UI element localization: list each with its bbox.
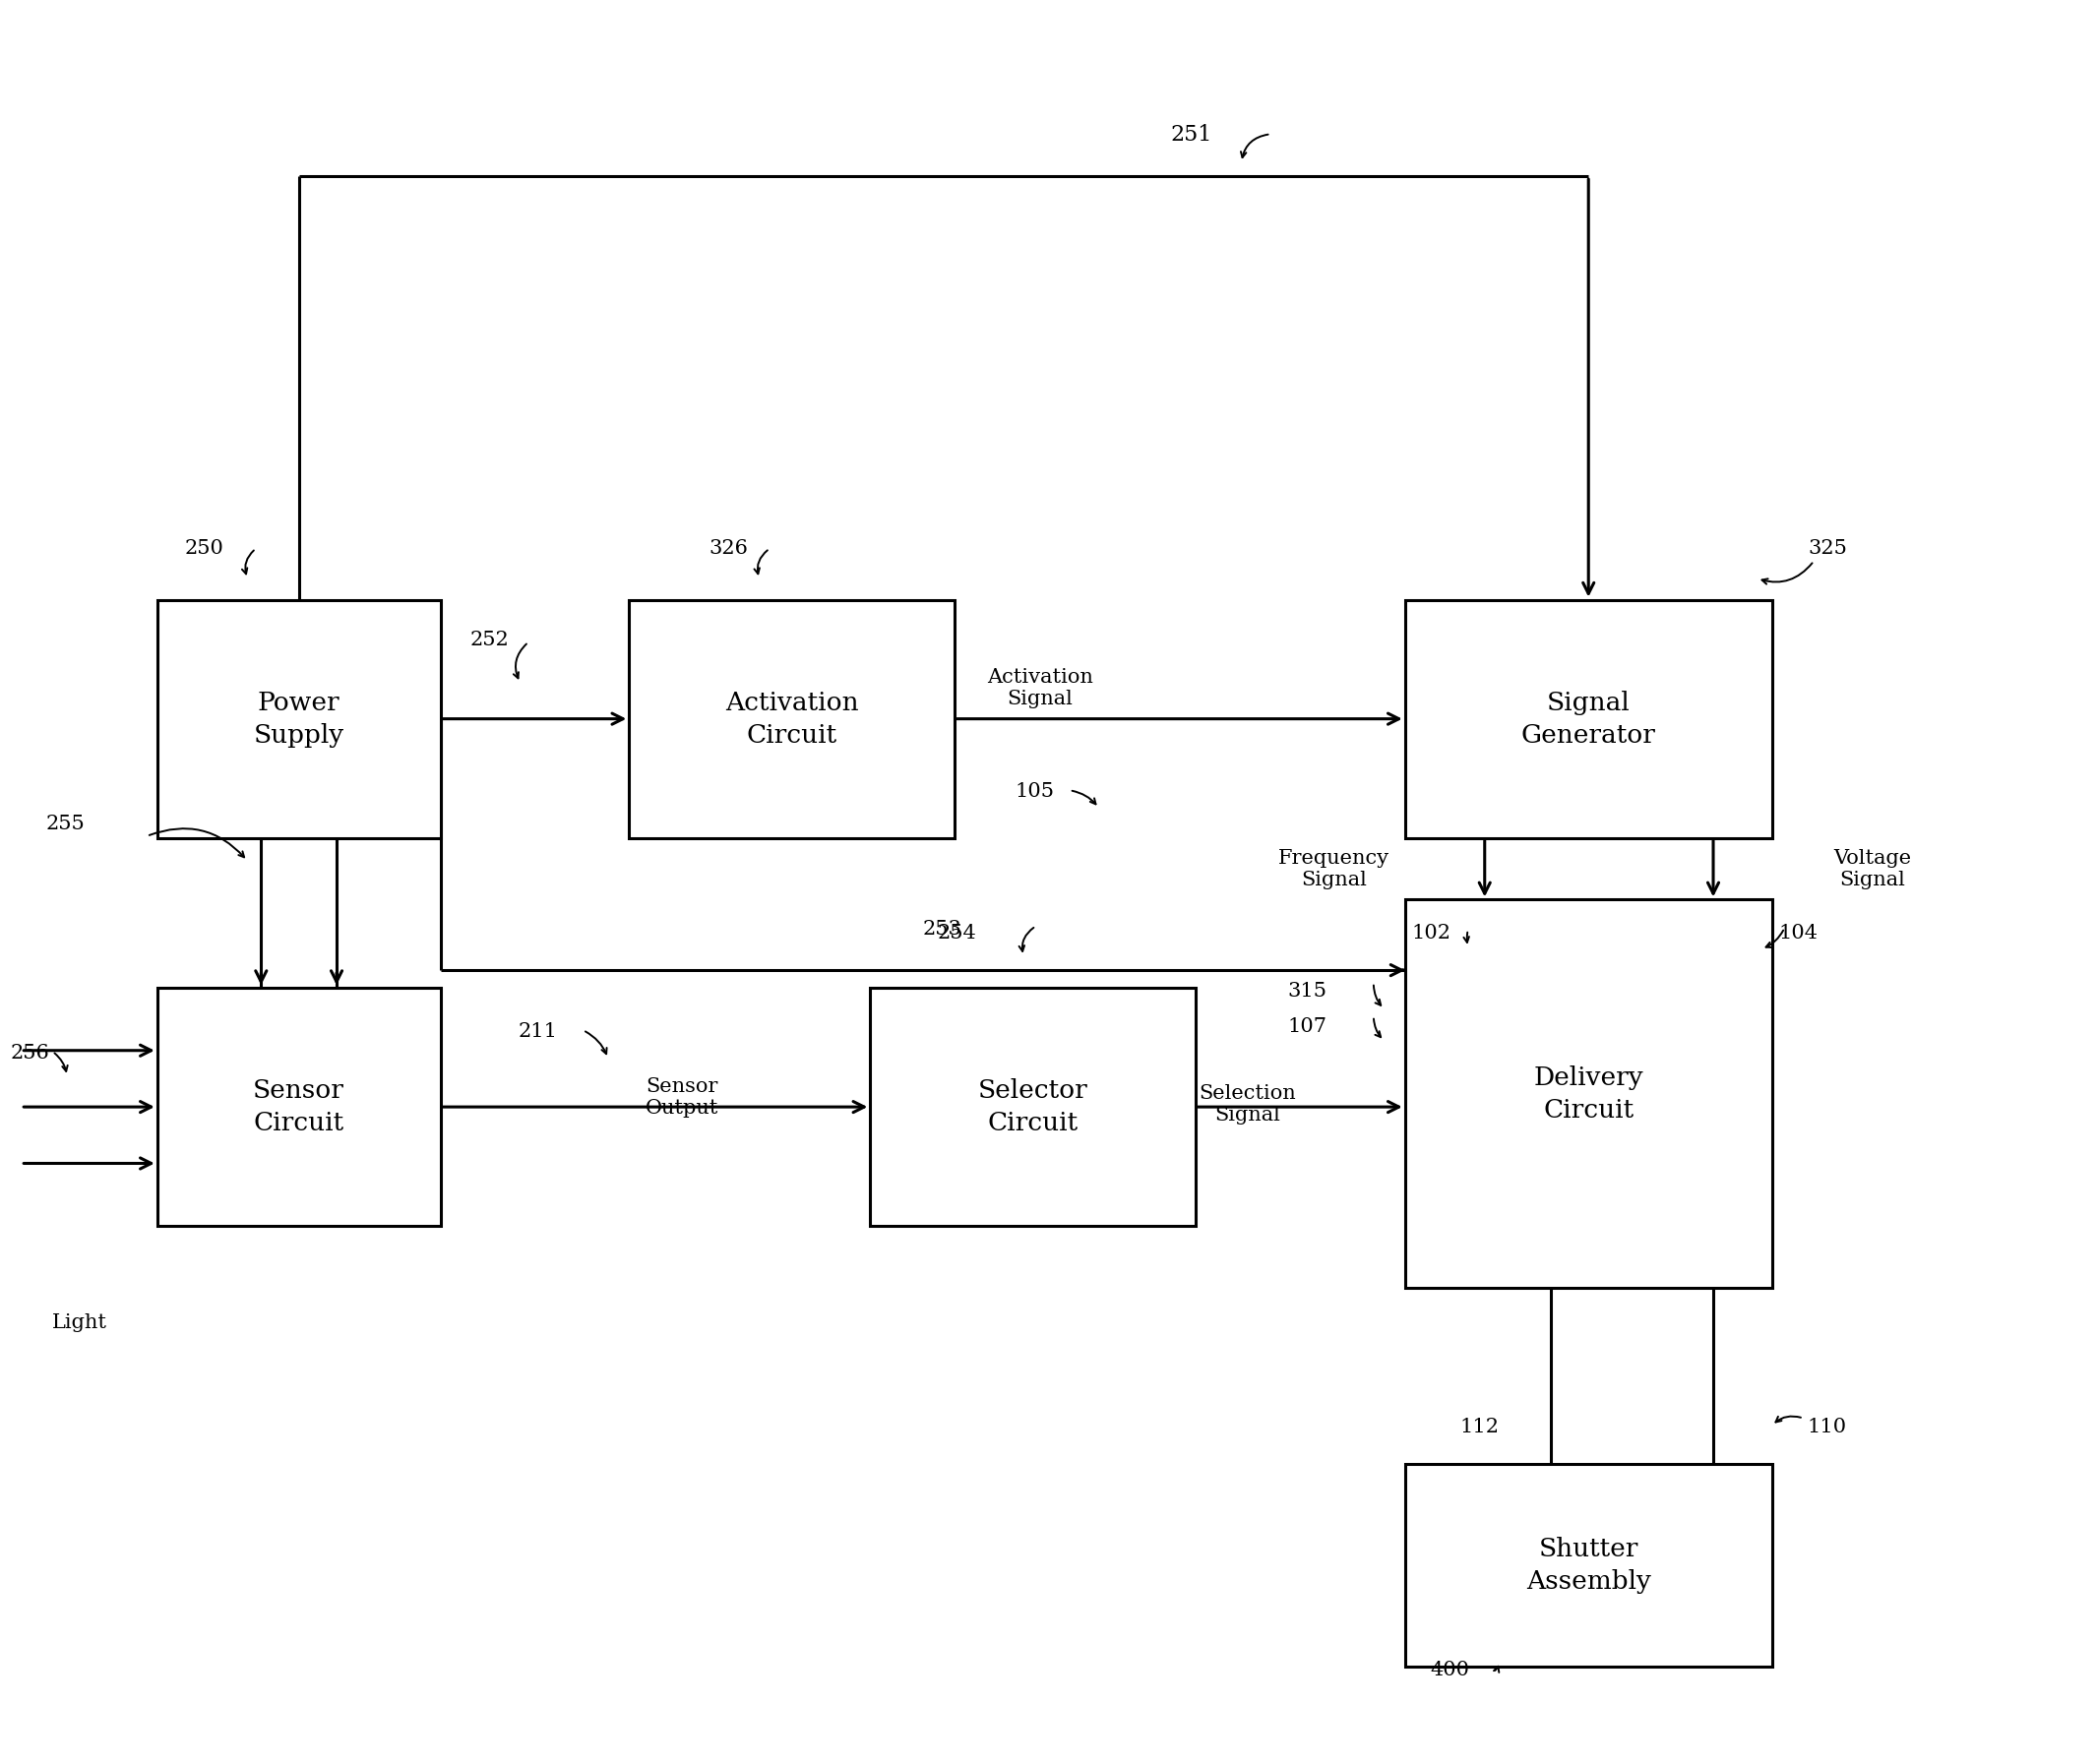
Text: 250: 250 (185, 540, 224, 557)
Text: 252: 252 (470, 632, 510, 649)
Text: Activation
Circuit: Activation Circuit (726, 690, 858, 748)
Text: 112: 112 (1460, 1418, 1499, 1436)
Text: 105: 105 (1015, 783, 1055, 801)
Text: Power
Supply: Power Supply (254, 690, 344, 748)
Text: 315: 315 (1288, 983, 1327, 1000)
Text: Sensor
Circuit: Sensor Circuit (254, 1078, 344, 1136)
Bar (1405, 900, 1772, 1288)
Text: 251: 251 (1170, 125, 1212, 146)
Text: 326: 326 (709, 540, 749, 557)
Text: Sensor
Output: Sensor Output (646, 1078, 717, 1117)
Text: 107: 107 (1288, 1018, 1327, 1035)
Bar (157, 600, 440, 838)
Text: 256: 256 (10, 1044, 50, 1062)
Text: 255: 255 (46, 815, 86, 833)
Text: 211: 211 (518, 1023, 558, 1041)
Text: Frequency
Signal: Frequency Signal (1277, 850, 1390, 889)
Text: Voltage
Signal: Voltage Signal (1833, 850, 1912, 889)
Text: Light: Light (52, 1314, 107, 1332)
Text: Selector
Circuit: Selector Circuit (977, 1078, 1088, 1136)
Text: Selection
Signal: Selection Signal (1199, 1085, 1296, 1124)
Bar (629, 600, 954, 838)
Text: 104: 104 (1778, 924, 1818, 942)
Text: 110: 110 (1808, 1418, 1847, 1436)
Text: 325: 325 (1808, 540, 1847, 557)
Text: Delivery
Circuit: Delivery Circuit (1533, 1065, 1644, 1122)
Text: 102: 102 (1411, 924, 1451, 942)
Text: 254: 254 (937, 924, 977, 942)
Text: Shutter
Assembly: Shutter Assembly (1527, 1536, 1650, 1595)
Text: Activation
Signal: Activation Signal (988, 669, 1093, 707)
Text: Signal
Generator: Signal Generator (1520, 690, 1657, 748)
Text: 400: 400 (1430, 1662, 1470, 1679)
Bar (1405, 1464, 1772, 1667)
Bar (870, 988, 1195, 1226)
Text: 253: 253 (923, 921, 963, 938)
Bar (1405, 600, 1772, 838)
Bar (157, 988, 440, 1226)
